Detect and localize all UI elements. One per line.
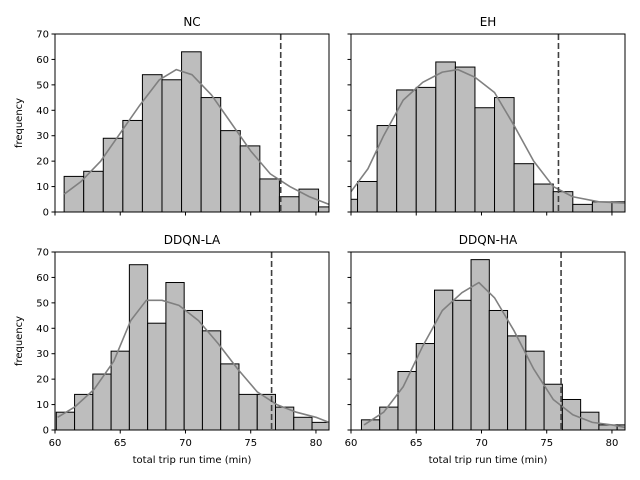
plot-area (63, 34, 329, 212)
plot-area (55, 252, 329, 430)
histogram-bar (293, 416, 313, 430)
axes-frame (350, 251, 626, 431)
y-tick-label: 50 (36, 298, 49, 309)
histogram-bar (543, 383, 563, 430)
histogram-bar (513, 163, 535, 212)
y-tick-label: 70 (36, 248, 49, 259)
y-tick-label: 70 (36, 30, 49, 41)
histogram-bar (311, 421, 329, 430)
y-tick-label: 60 (36, 55, 49, 66)
histogram-bar (572, 203, 593, 212)
histogram-bar (494, 97, 515, 212)
y-tick-label: 0 (43, 426, 49, 437)
histogram-bar (533, 183, 554, 212)
chart-panel: 0 10 20 30 40 50 60 70 60 65 70 75 80 DDQN-LA total tr… (14, 233, 330, 466)
x-tick-label: 70 (475, 438, 488, 449)
x-tick-label: 80 (310, 438, 323, 449)
histogram-bar (92, 373, 112, 430)
histogram-bar (525, 350, 545, 430)
plot-area (360, 252, 625, 430)
x-tick-label: 70 (179, 438, 192, 449)
kde-curve (63, 68, 329, 206)
histogram-bar (239, 145, 261, 212)
chart-title: DDQN-LA (164, 233, 221, 247)
y-tick-label: 0 (43, 208, 49, 219)
x-axis-label: total trip run time (min) (429, 455, 548, 466)
histogram-bar (591, 201, 613, 212)
histogram-bar (434, 289, 454, 430)
histogram-bar (83, 170, 104, 212)
chart-panel: EH (347, 15, 626, 216)
histogram-bar (183, 309, 203, 430)
kde-curve (57, 299, 329, 424)
chart-title: EH (480, 15, 497, 29)
histogram-bar (611, 201, 625, 212)
histogram-bar (415, 343, 436, 430)
histogram-bar (161, 79, 183, 212)
y-tick-label: 50 (36, 80, 49, 91)
histogram-bar (318, 206, 329, 212)
histogram-bar (278, 196, 300, 212)
histogram-bar (122, 119, 143, 212)
histogram-bar (147, 322, 167, 430)
y-tick-label: 20 (36, 157, 49, 168)
histogram-bar (110, 350, 130, 430)
histogram-bar (181, 51, 202, 212)
histogram-bar (238, 393, 258, 430)
x-tick-label: 60 (49, 438, 62, 449)
histogram-bar (128, 264, 149, 430)
y-tick-label: 30 (36, 349, 49, 360)
histogram-bar (357, 180, 378, 212)
histogram-bar (200, 97, 222, 212)
histogram-bar (488, 309, 509, 430)
y-tick-label: 40 (36, 106, 49, 117)
histogram-bar (201, 330, 222, 430)
y-tick-label: 10 (36, 400, 49, 411)
histogram-bar (259, 178, 280, 212)
histogram-bar (220, 363, 240, 430)
x-tick-label: 65 (114, 438, 127, 449)
y-tick-label: 20 (36, 375, 49, 386)
x-tick-label: 65 (410, 438, 423, 449)
chart-panel: 0 10 20 30 40 50 60 70 NC frequency (14, 15, 330, 219)
histogram-bar (435, 61, 456, 212)
y-axis-label: frequency (14, 98, 25, 148)
y-tick-label: 60 (36, 273, 49, 284)
histogram-bar (55, 411, 76, 430)
x-tick-label: 75 (244, 438, 257, 449)
histogram-bar (454, 66, 476, 212)
chart-panel: 60 65 70 75 80 DDQN-HA total trip run time (mi… (345, 233, 626, 466)
histogram-bar (376, 125, 398, 212)
kde-curve (351, 68, 625, 204)
chart-title: NC (183, 15, 200, 29)
histogram-bar (102, 137, 124, 212)
histogram-bar (452, 299, 472, 430)
histogram-bar (141, 74, 163, 212)
y-axis-label: frequency (14, 316, 25, 366)
histogram-bar (561, 398, 582, 430)
histogram-bar (474, 107, 496, 212)
axes-frame (54, 251, 330, 431)
x-tick-label: 75 (540, 438, 553, 449)
histogram-bar (415, 86, 437, 212)
x-tick-label: 60 (345, 438, 358, 449)
kde-curve (363, 281, 625, 429)
plot-area (351, 34, 625, 212)
histogram-bar (351, 198, 359, 212)
axes-frame (54, 33, 330, 213)
y-tick-label: 40 (36, 324, 49, 335)
y-tick-label: 10 (36, 182, 49, 193)
x-tick-label: 80 (606, 438, 619, 449)
axes-frame (350, 33, 626, 213)
chart-title: DDQN-HA (459, 233, 518, 247)
y-tick-label: 30 (36, 131, 49, 142)
histogram-bar (379, 406, 399, 430)
histogram-bar (220, 130, 241, 212)
histogram-bar (256, 393, 277, 430)
x-axis-label: total trip run time (min) (133, 455, 252, 466)
